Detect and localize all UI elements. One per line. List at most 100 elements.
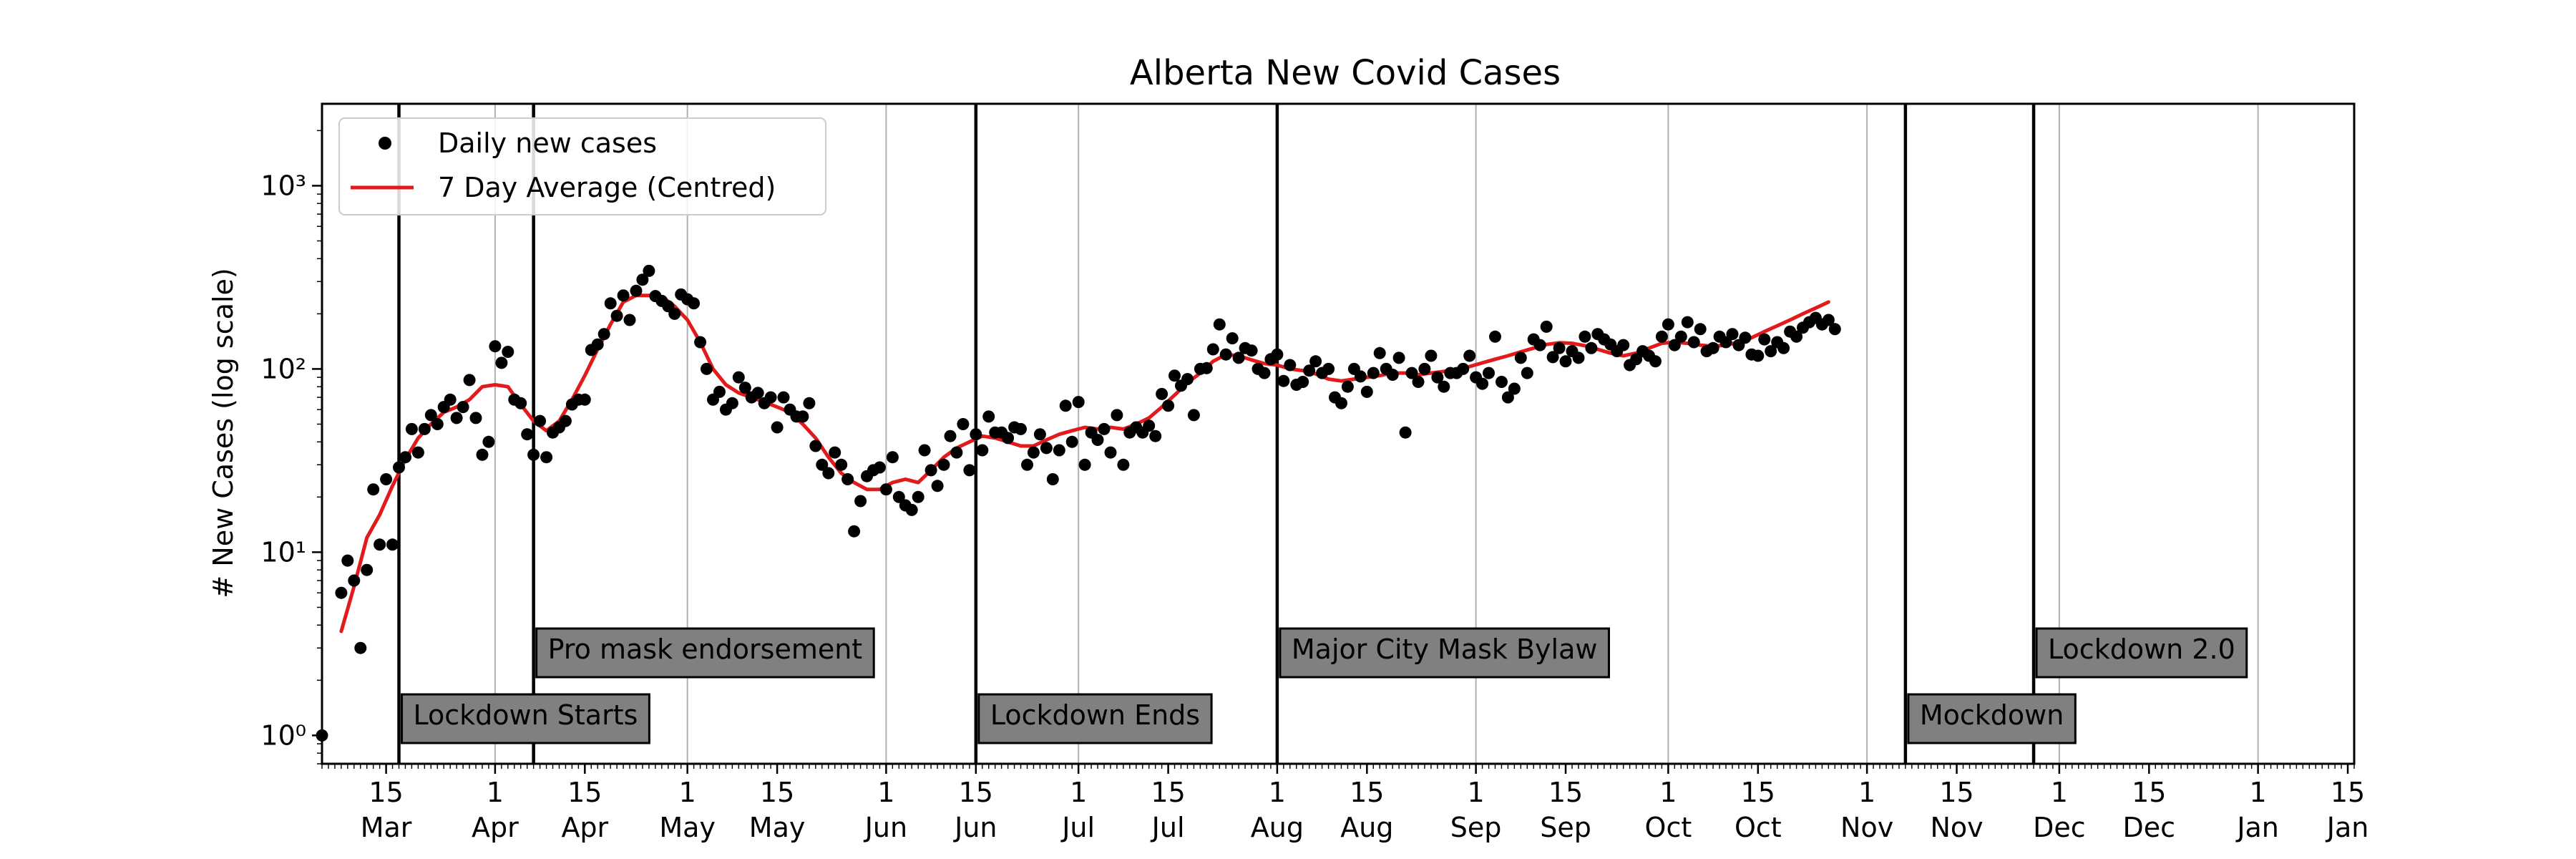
data-point-daily-cases [1559, 355, 1572, 368]
y-axis-label: # New Cases (log scale) [208, 268, 239, 598]
annotation-box [401, 693, 650, 744]
data-point-daily-cases [738, 382, 751, 394]
data-point-daily-cases [777, 391, 790, 404]
data-point-daily-cases [1335, 397, 1347, 409]
data-point-daily-cases [1040, 442, 1053, 455]
data-point-daily-cases [944, 430, 957, 442]
x-tick-label-month: Jul [1151, 812, 1185, 843]
data-point-daily-cases [1540, 320, 1553, 333]
data-point-daily-cases [393, 461, 405, 474]
data-point-daily-cases [957, 418, 970, 430]
data-point-daily-cases [1822, 314, 1835, 326]
annotation-box [977, 693, 1213, 744]
annotation-box [535, 627, 875, 679]
data-point-daily-cases [879, 483, 892, 496]
data-point-daily-cases [1496, 376, 1508, 388]
data-point-daily-cases [1418, 362, 1431, 375]
data-point-daily-cases [1341, 380, 1354, 393]
x-tick-label-month: Aug [1340, 812, 1393, 843]
data-point-daily-cases [444, 393, 457, 406]
data-point-daily-cases [1438, 380, 1450, 393]
data-point-daily-cases [976, 444, 989, 457]
y-tick-label: 10² [260, 353, 306, 384]
data-point-daily-cases [335, 586, 348, 599]
data-point-daily-cases [1514, 351, 1527, 364]
data-point-daily-cases [1431, 371, 1444, 384]
data-point-daily-cases [1206, 343, 1219, 356]
data-point-daily-cases [1181, 373, 1194, 386]
x-tick-label-day: 15 [1939, 777, 1974, 808]
data-point-daily-cases [822, 467, 835, 480]
data-point-daily-cases [1662, 318, 1674, 331]
data-point-daily-cases [1245, 344, 1258, 357]
data-point-daily-cases [1059, 399, 1072, 412]
data-point-daily-cases [1284, 359, 1297, 372]
data-point-daily-cases [1719, 336, 1732, 349]
data-point-daily-cases [1213, 318, 1226, 331]
data-point-daily-cases [463, 374, 476, 387]
x-tick-label-month: Jun [953, 812, 997, 843]
data-point-daily-cases [950, 446, 963, 459]
data-point-daily-cases [489, 340, 502, 353]
data-point-daily-cases [1143, 419, 1156, 432]
data-point-daily-cases [1579, 330, 1591, 343]
data-point-daily-cases [476, 448, 489, 461]
data-point-daily-cases [367, 483, 380, 496]
data-point-daily-cases [1098, 422, 1111, 435]
data-point-daily-cases [816, 458, 829, 471]
data-point-daily-cases [1790, 330, 1803, 343]
data-point-daily-cases [829, 446, 841, 459]
legend-label-daily-cases: Daily new cases [438, 127, 657, 159]
annotation-label: Lockdown 2.0 [2048, 634, 2235, 665]
data-point-daily-cases [1373, 346, 1386, 359]
data-point-daily-cases [424, 409, 437, 422]
data-point-daily-cases [1277, 374, 1290, 387]
data-point-daily-cases [348, 574, 361, 587]
data-point-daily-cases [1303, 364, 1316, 377]
x-tick-label-day: 15 [959, 777, 993, 808]
data-point-daily-cases [937, 458, 950, 471]
axis-ticks: 15 Mar 1 Apr 15 Apr 1 May 15 May 1 Jun 15 Jun 1 Jul 15 Ju… [260, 130, 2368, 843]
data-point-daily-cases [1258, 367, 1271, 379]
data-point-daily-cases [386, 538, 399, 551]
data-point-daily-cases [1226, 332, 1239, 345]
data-point-daily-cases [1489, 330, 1501, 343]
data-point-daily-cases [578, 393, 591, 406]
data-point-daily-cases [502, 346, 514, 358]
data-point-daily-cases [1091, 434, 1104, 446]
data-point-daily-cases [1828, 323, 1841, 336]
average-line-layer [339, 293, 1830, 634]
data-point-daily-cases [1232, 351, 1245, 364]
legend-label-7-day-average: 7 Day Average (Centred) [438, 172, 776, 203]
annotation-label: Lockdown Ends [990, 699, 1200, 731]
data-point-daily-cases [559, 414, 572, 427]
data-point-daily-cases [892, 490, 905, 503]
x-tick-label-day: 1 [2250, 777, 2267, 808]
data-point-daily-cases [751, 387, 764, 399]
data-point-daily-cases [399, 451, 411, 464]
x-tick-label-month: May [659, 812, 716, 843]
data-point-daily-cases [1681, 316, 1694, 329]
data-point-daily-cases [982, 410, 995, 423]
data-point-daily-cases [482, 435, 495, 448]
data-point-daily-cases [1053, 444, 1065, 457]
data-point-daily-cases [1219, 348, 1232, 361]
data-point-daily-cases [1765, 345, 1777, 358]
data-point-daily-cases [886, 451, 899, 464]
data-point-daily-cases [803, 397, 816, 409]
annotation-label: Major City Mask Bylaw [1292, 634, 1598, 665]
data-point-daily-cases [540, 451, 553, 464]
data-point-daily-cases [1655, 330, 1668, 343]
data-point-daily-cases [1405, 367, 1418, 379]
data-point-daily-cases [1457, 362, 1470, 375]
data-point-daily-cases [1585, 341, 1598, 354]
data-point-daily-cases [514, 397, 527, 409]
data-point-daily-cases [1386, 369, 1399, 381]
x-tick-label-day: 15 [1350, 777, 1384, 808]
data-point-daily-cases [1726, 328, 1739, 341]
y-tick-label: 10³ [260, 170, 306, 201]
x-tick-label-day: 1 [1269, 777, 1286, 808]
data-point-daily-cases [495, 356, 508, 369]
data-point-daily-cases [764, 391, 777, 404]
